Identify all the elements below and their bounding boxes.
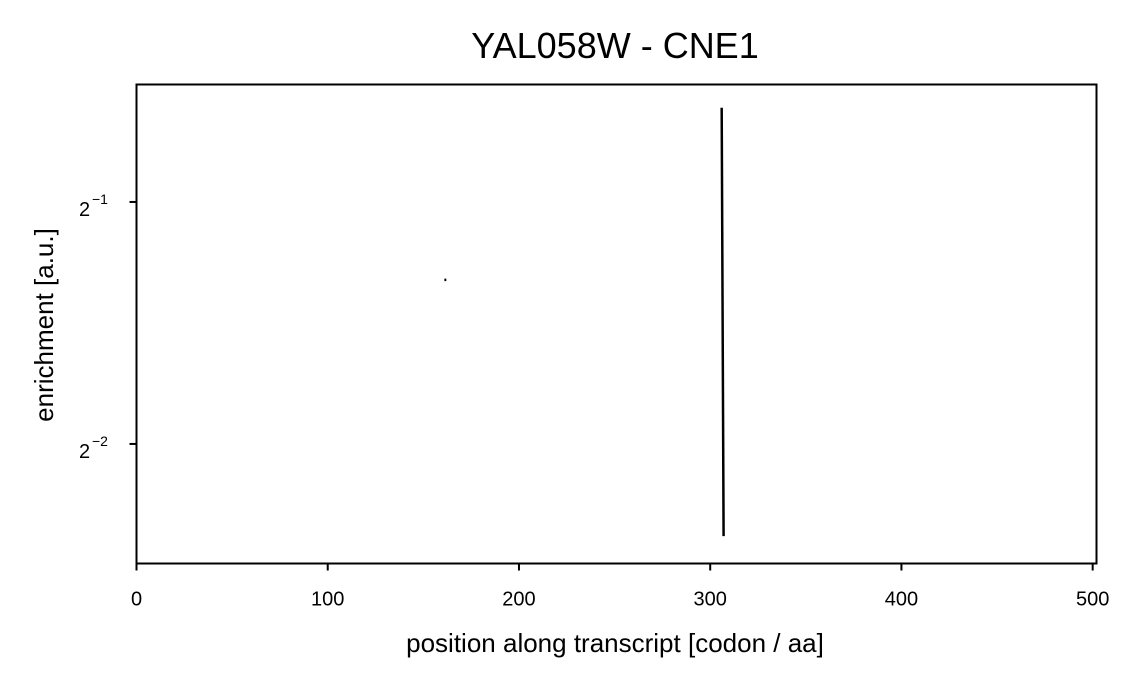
x-tick-label: 500 [1076,589,1109,611]
y-tick-label: 2 −2 [79,433,108,463]
y-axis-label: enrichment [a.u.] [29,228,59,422]
x-ticks: 0 100 200 300 400 500 [131,563,1109,611]
y-tick-label: 2 −1 [79,191,108,221]
x-tick-label: 0 [131,589,142,611]
x-tick-label: 100 [311,589,344,611]
x-tick-label: 400 [885,589,918,611]
x-tick-label: 200 [502,589,535,611]
plot-frame [135,83,1098,565]
series-line [720,107,725,537]
x-tick-label: 300 [694,589,727,611]
chart-title: YAL058W - CNE1 [471,25,758,66]
x-axis-label: position along transcript [codon / aa] [406,628,824,658]
series-group [444,107,725,537]
y-ticks: 2 −2 2 −1 [79,191,137,463]
